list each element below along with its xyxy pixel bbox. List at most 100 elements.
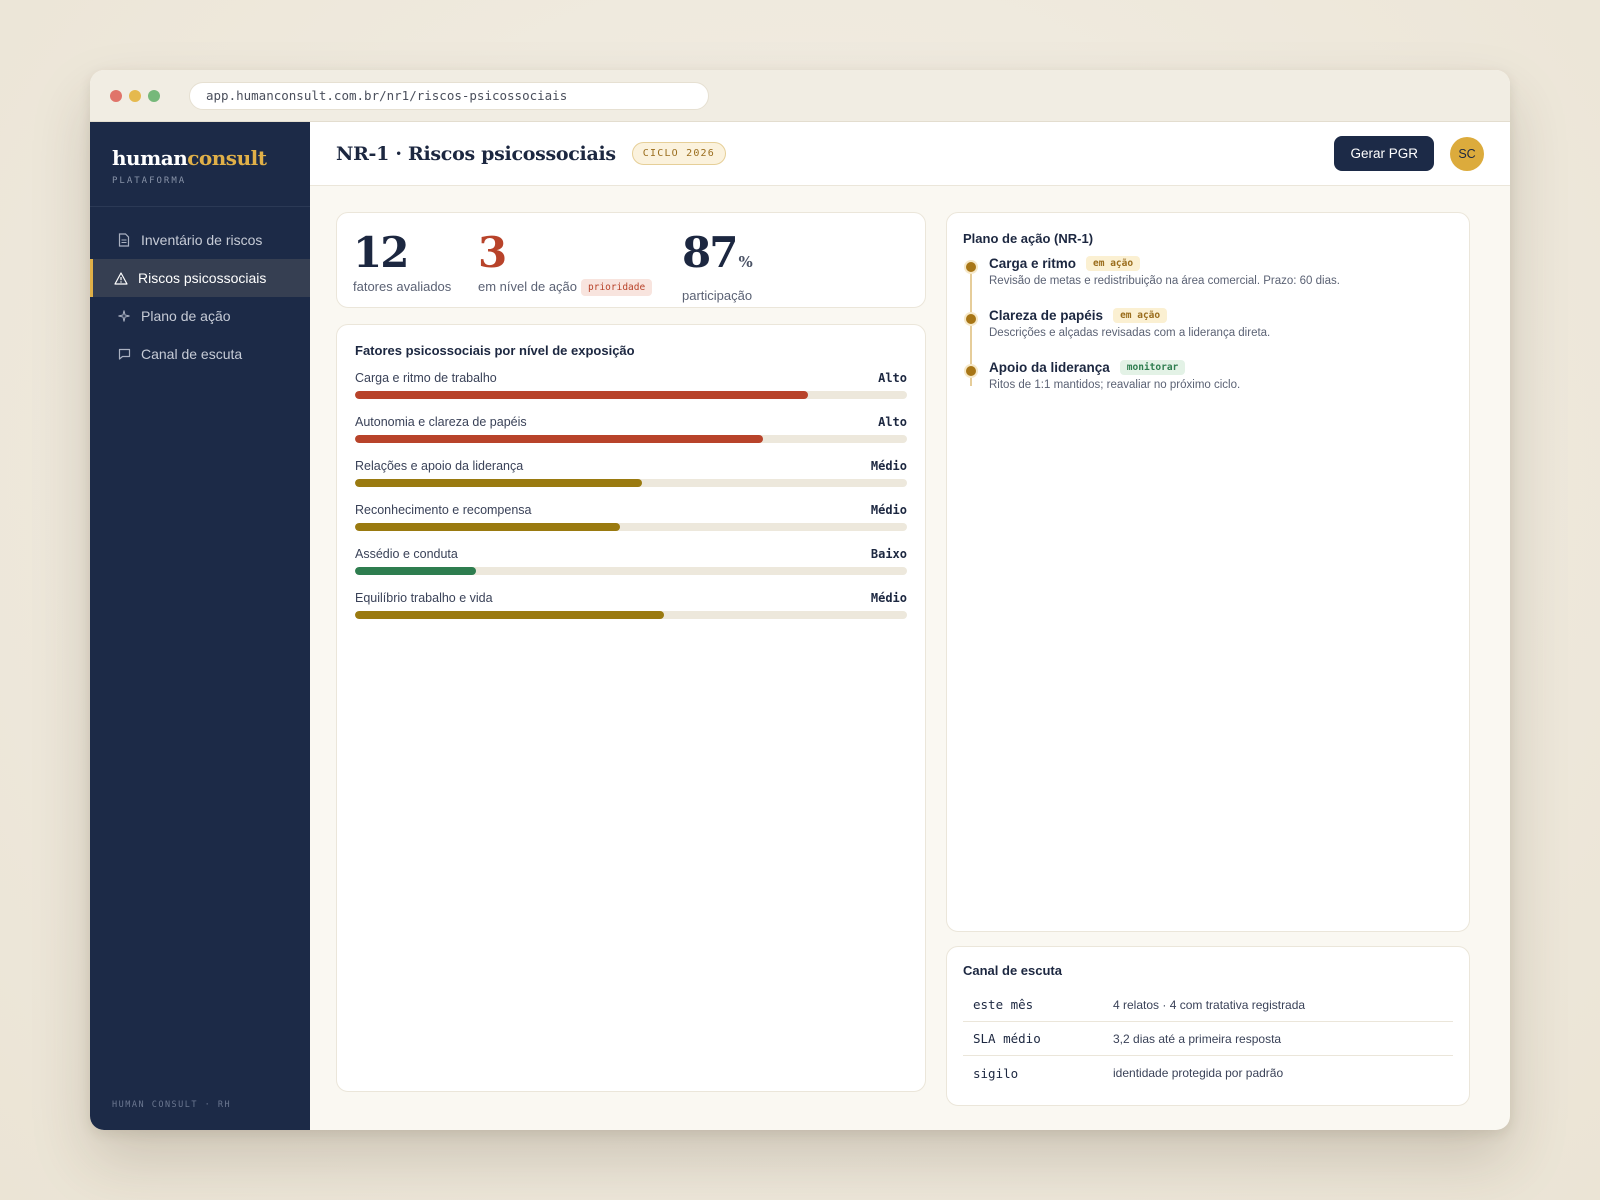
factor-name: Assédio e conduta — [355, 547, 458, 561]
sidebar-item-canal-de-escuta[interactable]: Canal de escuta — [90, 335, 310, 373]
kpi-label: participação — [682, 288, 753, 303]
sidebar-item-plano-de-acao[interactable]: Plano de ação — [90, 297, 310, 335]
exposure-bar-track — [355, 435, 907, 443]
generate-pgr-button[interactable]: Gerar PGR — [1334, 136, 1434, 171]
kpi-label: em nível de ação — [478, 279, 578, 294]
step-description: Revisão de metas e redistribuição na áre… — [989, 275, 1340, 287]
table-row: este mês 4 relatos · 4 com tratativa reg… — [963, 988, 1453, 1022]
factors-title: Fatores psicossociais por nível de expos… — [355, 343, 635, 358]
kpi-value: 3 — [478, 228, 507, 277]
action-plan-timeline: Carga e ritmo em ação Revisão de metas e … — [963, 256, 1453, 412]
minimize-window-button[interactable] — [129, 89, 141, 102]
factor-name: Relações e apoio da liderança — [355, 459, 524, 473]
factor-row: Autonomia e clareza de papéis Alto — [355, 412, 907, 456]
kpi-card: 12 fatores avaliados 3 em nível de ação p… — [336, 212, 926, 308]
cycle-badge: CICLO 2026 — [631, 142, 727, 165]
action-plan-card: Plano de ação (NR-1) Carga e ritmo em açã… — [946, 212, 1470, 932]
exposure-bar-track — [355, 567, 907, 575]
browser-titlebar: app.humanconsult.com.br/nr1/riscos-psico… — [90, 70, 1510, 122]
status-badge: monitorar — [1119, 360, 1186, 375]
factor-row: Equilíbrio trabalho e vida Médio — [355, 588, 907, 632]
brand-name-main: human — [112, 146, 188, 170]
kpi-action-level: 3 em nível de ação prioridade — [478, 228, 653, 296]
sidebar-item-riscos-psicossociais[interactable]: Riscos psicossociais — [90, 259, 310, 297]
kpi-participation: 87% participação — [682, 228, 753, 304]
factor-name: Equilíbrio trabalho e vida — [355, 591, 493, 605]
kpi-label: fatores avaliados — [353, 279, 452, 294]
factors-card: Fatores psicossociais por nível de expos… — [336, 324, 926, 1092]
factor-row: Carga e ritmo de trabalho Alto — [355, 368, 907, 412]
sidebar: humanconsult PLATAFORMA Inventário de ri… — [90, 122, 310, 1130]
exposure-bar-fill — [355, 611, 665, 619]
brand-name-accent: consult — [187, 146, 267, 170]
factor-name: Reconhecimento e recompensa — [355, 503, 532, 517]
factor-level: Médio — [870, 503, 907, 517]
avatar[interactable]: SC — [1450, 136, 1484, 171]
exposure-bar-fill — [355, 567, 477, 575]
sparkle-icon — [117, 309, 131, 323]
step-description: Descrições e alçadas revisadas com a lid… — [989, 327, 1271, 339]
document-icon — [117, 233, 131, 247]
row-value: 3,2 dias até a primeira resposta — [1113, 1031, 1282, 1046]
action-step[interactable]: Clareza de papéis em ação Descrições e al… — [963, 308, 1453, 360]
browser-window: app.humanconsult.com.br/nr1/riscos-psico… — [90, 70, 1510, 1130]
row-key: SLA médio — [973, 1031, 1041, 1046]
brand-logo[interactable]: humanconsult PLATAFORMA — [90, 122, 310, 207]
factor-level: Médio — [870, 459, 907, 473]
address-bar[interactable]: app.humanconsult.com.br/nr1/riscos-psico… — [189, 81, 709, 110]
listening-table: este mês 4 relatos · 4 com tratativa reg… — [963, 988, 1453, 1090]
factor-row: Relações e apoio da liderança Médio — [355, 456, 907, 500]
kpi-factors-evaluated: 12 fatores avaliados — [353, 229, 452, 295]
step-dot — [964, 312, 978, 326]
factor-name: Carga e ritmo de trabalho — [355, 371, 497, 385]
row-value: identidade protegida por padrão — [1113, 1066, 1284, 1080]
exposure-bar-fill — [355, 523, 620, 531]
exposure-bar-track — [355, 479, 907, 487]
sidebar-item-inventario[interactable]: Inventário de riscos — [90, 221, 310, 259]
listening-channel-card: Canal de escuta este mês 4 relatos · 4 c… — [946, 946, 1470, 1106]
sidebar-nav: Inventário de riscos Riscos psicossociai… — [90, 207, 310, 373]
kpi-label-row: em nível de ação prioridade — [478, 279, 653, 296]
factor-row: Assédio e conduta Baixo — [355, 544, 907, 588]
page-header: NR-1 · Riscos psicossociais CICLO 2026 G… — [310, 122, 1510, 186]
listening-channel-title: Canal de escuta — [963, 963, 1062, 978]
step-dot — [964, 260, 978, 274]
table-row: sigilo identidade protegida por padrão — [963, 1056, 1453, 1090]
row-key: este mês — [973, 997, 1034, 1012]
action-plan-title: Plano de ação (NR-1) — [963, 231, 1094, 246]
brand-name: humanconsult — [112, 146, 288, 170]
page-title: NR-1 · Riscos psicossociais — [336, 142, 616, 165]
brand-subtitle: PLATAFORMA — [112, 176, 187, 186]
status-badge: em ação — [1086, 256, 1141, 271]
factor-name: Autonomia e clareza de papéis — [355, 415, 527, 429]
sidebar-footer: HUMAN CONSULT · RH — [112, 1100, 232, 1110]
factor-level: Médio — [870, 591, 907, 605]
sidebar-item-label: Plano de ação — [141, 308, 231, 324]
exposure-bar-fill — [355, 435, 764, 443]
kpi-value-row: 87% — [682, 228, 753, 286]
chat-icon — [117, 347, 131, 361]
step-title: Carga e ritmo — [989, 256, 1077, 271]
sidebar-item-label: Inventário de riscos — [141, 232, 263, 248]
maximize-window-button[interactable] — [148, 89, 160, 102]
action-step[interactable]: Carga e ritmo em ação Revisão de metas e … — [963, 256, 1453, 308]
exposure-bar-track — [355, 523, 907, 531]
factor-list: Carga e ritmo de trabalho Alto Autonomia e… — [355, 368, 907, 632]
kpi-value: 87 — [682, 228, 738, 277]
sidebar-item-label: Riscos psicossociais — [138, 270, 267, 286]
exposure-bar-fill — [355, 391, 808, 399]
sidebar-item-label: Canal de escuta — [141, 346, 243, 362]
kpi-unit: % — [738, 253, 752, 271]
factor-level: Alto — [878, 415, 907, 429]
warning-icon — [114, 271, 128, 285]
step-title: Apoio da liderança — [989, 360, 1110, 375]
row-key: sigilo — [973, 1065, 1019, 1081]
factor-level: Alto — [878, 371, 907, 385]
action-step[interactable]: Apoio da liderança monitorar Ritos de 1:1… — [963, 360, 1453, 412]
exposure-bar-track — [355, 611, 907, 619]
step-description: Ritos de 1:1 mantidos; reavaliar no próx… — [989, 379, 1241, 391]
main-content: NR-1 · Riscos psicossociais CICLO 2026 G… — [310, 122, 1510, 1130]
close-window-button[interactable] — [110, 89, 122, 102]
exposure-bar-track — [355, 391, 907, 399]
table-row: SLA médio 3,2 dias até a primeira respos… — [963, 1022, 1453, 1056]
